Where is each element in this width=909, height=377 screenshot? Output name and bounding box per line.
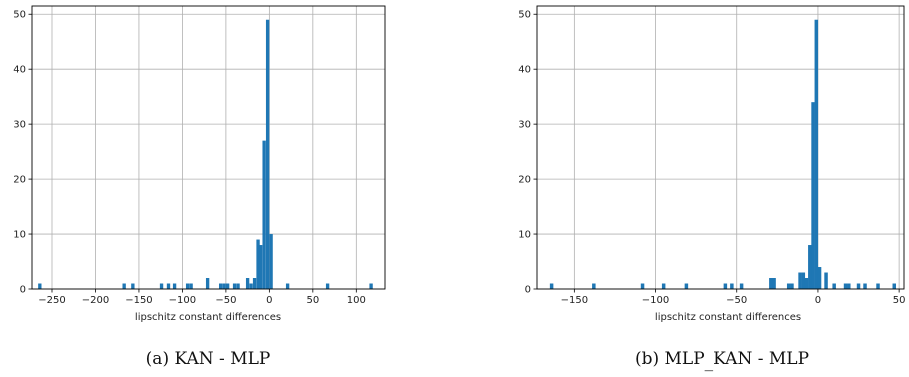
histogram-bar bbox=[185, 283, 190, 289]
histogram-bar bbox=[269, 234, 273, 289]
histogram-bar bbox=[824, 272, 828, 289]
x-tick-label: −250 bbox=[38, 295, 65, 306]
histogram-bar bbox=[863, 283, 867, 289]
y-tick-label: 10 bbox=[13, 230, 26, 241]
axes-frame bbox=[536, 5, 905, 290]
y-tick-label: 50 bbox=[13, 10, 26, 21]
histogram-bar bbox=[739, 283, 744, 289]
histogram-bar bbox=[285, 283, 290, 289]
histogram-bar bbox=[730, 283, 734, 289]
x-tick-label: −50 bbox=[726, 295, 747, 306]
y-tick-label: 40 bbox=[13, 65, 26, 76]
histogram-bar bbox=[811, 102, 815, 290]
caption-text-rest: KAN - MLP bbox=[713, 349, 809, 369]
histogram-bars bbox=[549, 19, 897, 290]
x-tick-label: −150 bbox=[125, 295, 152, 306]
histogram-bar bbox=[798, 272, 802, 289]
histogram-bar bbox=[804, 278, 809, 289]
histogram-bar bbox=[225, 283, 230, 289]
histogram-bar bbox=[549, 283, 554, 289]
histogram-bar bbox=[723, 283, 728, 289]
histogram-bar bbox=[661, 283, 666, 289]
histogram-bar bbox=[166, 283, 171, 289]
caption-underscore: _ bbox=[705, 352, 714, 372]
x-tick-label: 0 bbox=[815, 295, 821, 306]
histogram-bar bbox=[256, 239, 260, 289]
x-tick-label: −200 bbox=[82, 295, 109, 306]
x-axis-label: lipschitz constant differences bbox=[655, 312, 801, 323]
x-tick-label: −50 bbox=[215, 295, 236, 306]
x-axis-label: lipschitz constant differences bbox=[135, 312, 281, 323]
histogram-bar bbox=[786, 283, 791, 289]
histogram-bar bbox=[262, 140, 266, 289]
subfigure-caption: (b) MLP_KAN - MLP bbox=[635, 349, 809, 372]
histogram-bar bbox=[252, 278, 257, 289]
y-tick-label: 50 bbox=[518, 10, 531, 21]
histogram-bar bbox=[847, 283, 851, 289]
histogram-bar bbox=[640, 283, 645, 289]
y-tick-label: 20 bbox=[518, 175, 531, 186]
histogram-bar bbox=[236, 283, 240, 289]
histogram-bar bbox=[249, 283, 253, 289]
x-tick-label: −150 bbox=[561, 295, 588, 306]
x-tick-label: 50 bbox=[893, 295, 906, 306]
histogram-bar bbox=[245, 278, 250, 289]
y-tick-label: 20 bbox=[13, 175, 26, 186]
subfigure-caption: (a) KAN - MLP bbox=[146, 349, 271, 369]
histogram-bar bbox=[684, 283, 689, 289]
histogram-bar bbox=[772, 278, 776, 289]
plot-area bbox=[537, 6, 904, 289]
histogram-bar bbox=[258, 245, 263, 289]
y-tick-label: 30 bbox=[13, 120, 26, 131]
histogram-bar bbox=[159, 283, 164, 289]
x-tick-label: −100 bbox=[169, 295, 196, 306]
histogram-bar bbox=[856, 283, 861, 289]
y-tick-label: 10 bbox=[518, 230, 531, 241]
histogram-bar bbox=[38, 283, 42, 289]
histogram-bar bbox=[892, 283, 897, 289]
histogram-bar bbox=[189, 283, 193, 289]
gridlines bbox=[32, 6, 385, 290]
histogram-bars bbox=[38, 19, 373, 290]
histogram-bar bbox=[843, 283, 848, 289]
histogram-bar bbox=[131, 283, 135, 289]
histogram-bar bbox=[876, 283, 880, 289]
y-tick-label: 30 bbox=[518, 120, 531, 131]
histogram-bar bbox=[325, 283, 330, 289]
histogram-bar bbox=[218, 283, 223, 289]
y-ticks: 0 10 20 30 40 50 bbox=[13, 10, 32, 296]
histogram-bar bbox=[832, 283, 836, 289]
histogram-bar bbox=[817, 267, 822, 289]
y-tick-label: 0 bbox=[20, 285, 26, 296]
caption-text: (b) MLP bbox=[635, 349, 705, 369]
x-tick-label: −100 bbox=[642, 295, 669, 306]
histogram-bar bbox=[790, 283, 794, 289]
x-tick-label: 50 bbox=[306, 295, 319, 306]
histogram-bar bbox=[369, 283, 373, 289]
histogram-bar bbox=[172, 283, 177, 289]
histogram-bar bbox=[801, 272, 806, 289]
histogram-bar bbox=[232, 283, 237, 289]
y-tick-label: 0 bbox=[525, 285, 531, 296]
y-tick-label: 40 bbox=[518, 65, 531, 76]
histogram-bar bbox=[205, 278, 210, 289]
x-ticks: −250 −200 −150 −100 −50 0 50 100 bbox=[38, 289, 366, 306]
histogram-panel-mlp-kan-mlp: −150 −100 −50 0 50 0 10 20 30 40 50 lipschitz con… bbox=[518, 5, 906, 372]
y-ticks: 0 10 20 30 40 50 bbox=[518, 10, 537, 296]
histogram-bar bbox=[592, 283, 596, 289]
x-tick-label: 100 bbox=[347, 295, 366, 306]
x-tick-label: 0 bbox=[266, 295, 272, 306]
histogram-bar bbox=[808, 245, 812, 289]
plot-area bbox=[32, 6, 385, 289]
axes-frame bbox=[31, 5, 386, 290]
histogram-bar bbox=[814, 19, 819, 290]
x-ticks: −150 −100 −50 0 50 bbox=[561, 289, 906, 306]
histogram-bar bbox=[265, 19, 270, 290]
histogram-bar bbox=[122, 283, 126, 289]
histogram-bar bbox=[222, 283, 226, 289]
histogram-panel-kan-mlp: −250 −200 −150 −100 −50 0 50 100 0 10 20 30 40 50 li… bbox=[13, 5, 386, 369]
histogram-bar bbox=[769, 278, 773, 289]
